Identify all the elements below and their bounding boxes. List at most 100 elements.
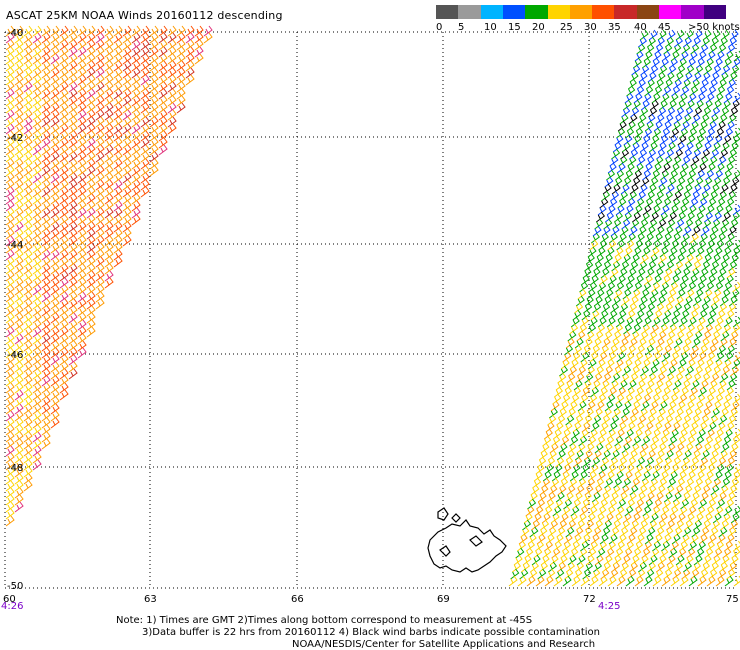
wind-barb [23,438,33,450]
wind-barb [77,179,87,191]
wind-barb [5,95,15,107]
wind-barb [41,74,51,86]
wind-barb [641,547,651,559]
wind-barb [140,165,150,177]
wind-barb [5,263,15,275]
wind-barb [638,372,648,384]
wind-barb [68,109,78,121]
wind-barb [546,456,556,468]
wind-barb [676,64,686,76]
wind-barb [668,246,678,258]
wind-barb [23,396,33,408]
wind-barb [634,274,644,286]
wind-barb [167,88,177,100]
wind-barb [113,249,123,261]
wind-barb [634,351,644,363]
wind-barb [701,561,711,573]
wind-barb [14,172,24,184]
lat-label: -44 [7,240,23,251]
wind-barb [23,284,33,296]
wind-barb [659,211,669,223]
wind-barb [41,186,51,198]
wind-barb [5,39,15,51]
wind-barb [653,386,663,398]
wind-barb [5,312,15,324]
wind-barb [14,256,24,268]
wind-barb [677,57,687,69]
wind-barb [14,158,24,170]
wind-barb [658,512,668,524]
wind-barb [149,25,159,37]
wind-barb [711,106,721,118]
wind-barb [599,386,609,398]
wind-barb [631,64,641,76]
wind-barb [86,158,96,170]
wind-barb [23,382,33,394]
wind-barb [673,526,683,538]
wind-barb [635,85,645,97]
wind-barb [692,36,702,48]
wind-barb [628,449,638,461]
wind-barb [674,71,684,83]
wind-barb [616,274,626,286]
wind-barb [572,498,582,510]
wind-barb [654,43,664,55]
wind-barb [628,225,638,237]
wind-barb [544,540,554,552]
wind-barb [59,200,69,212]
wind-barb [5,466,15,478]
wind-barb [176,25,186,37]
wind-barb [651,428,661,440]
wind-barb [670,463,680,475]
wind-barb [702,29,712,41]
wind-barb [664,190,674,202]
wind-barb [113,116,123,128]
wind-barb [606,393,616,405]
wind-barb [32,263,42,275]
wind-barb [611,407,621,419]
wind-barb [194,46,204,58]
wind-barb [41,424,51,436]
wind-barb [617,197,627,209]
wind-barb [176,67,186,79]
wind-barb [41,256,51,268]
wind-barb [32,221,42,233]
wind-barb [710,71,720,83]
wind-barb [618,379,628,391]
wind-barb [728,183,738,195]
wind-barb [566,372,576,384]
wind-barb [708,267,718,279]
wind-barb [663,456,673,468]
wind-barb [185,32,195,44]
wind-barb [636,491,646,503]
wind-barb [597,505,607,517]
wind-barb [722,134,732,146]
wind-barb [602,484,612,496]
wind-barb [720,330,730,342]
wind-barb [707,197,717,209]
wind-barb [596,435,606,447]
wind-barb [726,78,736,90]
wind-barb [668,358,678,370]
wind-barb [711,330,721,342]
wind-barb [631,288,641,300]
wind-barb [95,228,105,240]
wind-barb [68,214,78,226]
wind-barb [14,193,24,205]
wind-barb [593,561,603,573]
wind-barb [77,123,87,135]
wind-barb [77,130,87,142]
wind-barb [149,81,159,93]
wind-barb [713,246,723,258]
wind-barb [641,470,651,482]
wind-barb [32,452,42,464]
legend-label: 30 [584,22,597,33]
wind-barb [608,232,618,244]
wind-barb [131,151,141,163]
wind-barb [634,463,644,475]
wind-barb [605,323,615,335]
wind-barb [611,484,621,496]
wind-barb [185,25,195,37]
wind-barb [50,207,60,219]
wind-barb [77,88,87,100]
